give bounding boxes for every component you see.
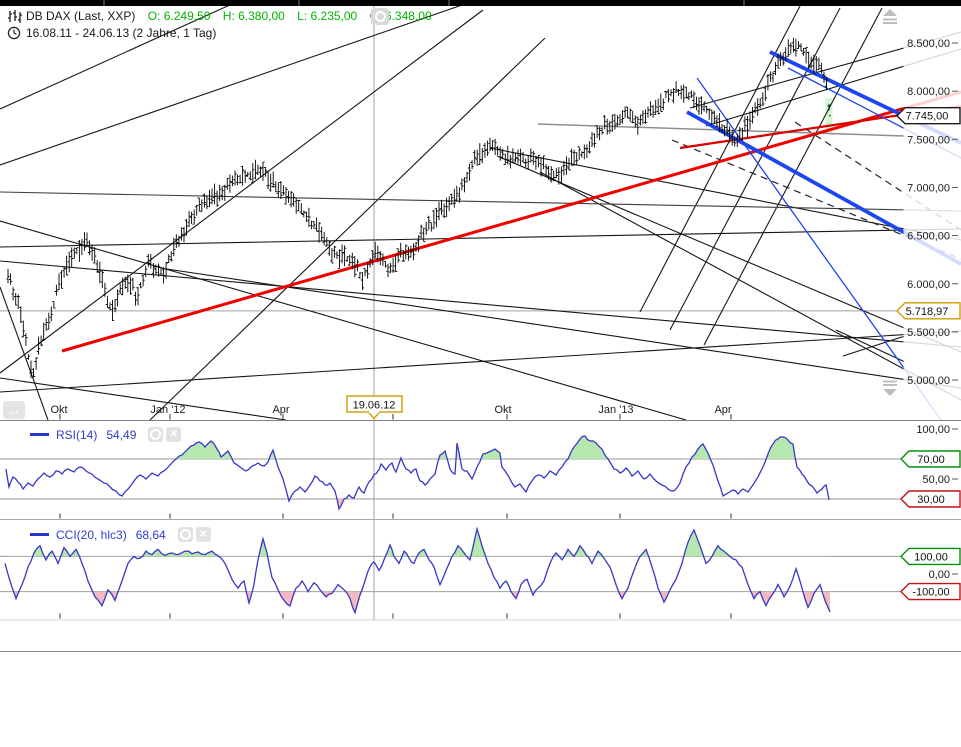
time-axis-label: Jan '13: [598, 404, 633, 416]
indicator-line: [4, 526, 831, 615]
date-marker-badge[interactable]: 19.06.12: [346, 395, 403, 420]
rsi-panel: [0, 435, 902, 511]
date-range-label: 16.08.11 - 24.06.13 (2 Jahre, 1 Tag): [26, 26, 217, 40]
ohlc-bars-series: [6, 37, 831, 379]
collapse-panel-down-button[interactable]: [883, 380, 897, 397]
price-axis-label: 7.000,00: [907, 182, 950, 194]
price-axis-label: 5.500,00: [907, 327, 950, 339]
trendline: [0, 330, 961, 393]
price-axis-label: 8.000,00: [907, 86, 950, 98]
instrument-title: DB DAX (Last, XXP): [26, 9, 136, 23]
time-axis-label: Okt: [494, 404, 511, 416]
price-axis-label: 6.000,00: [907, 279, 950, 291]
svg-text:-100,00: -100,00: [912, 587, 949, 599]
time-axis-label: Jan '12: [150, 404, 185, 416]
price-axis-overlay: [903, 6, 961, 420]
rsi-level-badge[interactable]: 70,00: [900, 450, 961, 468]
ohlc-open: O: 6.249,50: [147, 9, 211, 23]
cci-panel: [0, 526, 902, 615]
instrument-bars-icon: [7, 9, 23, 24]
circle-icon: [179, 529, 191, 540]
trendline: [0, 286, 49, 420]
rsi-line-swatch-icon: [30, 433, 49, 436]
svg-text:70,00: 70,00: [917, 454, 945, 466]
last-price-badge[interactable]: 7.745,00: [896, 107, 961, 125]
circle-icon: [150, 429, 162, 440]
trendline: [639, 6, 801, 313]
circle-icon: [374, 11, 386, 22]
svg-text:30,00: 30,00: [917, 494, 945, 506]
svg-text:19.06.12: 19.06.12: [353, 400, 396, 412]
cci-label: CCI(20, hlc3): [56, 527, 127, 542]
time-axis-label: Apr: [714, 404, 731, 416]
trendline: [0, 377, 287, 420]
trendline: [835, 329, 906, 363]
svg-text:7.745,00: 7.745,00: [906, 111, 949, 123]
rsi-value: 54,49: [106, 427, 137, 442]
cci-close-button[interactable]: ✕: [195, 527, 211, 542]
trendline: [489, 147, 961, 241]
time-axis-label: Okt: [50, 404, 67, 416]
cci-legend-row: CCI(20, hlc3) 68,64 ✕: [30, 527, 214, 542]
cci-level-badge[interactable]: 100,00: [900, 547, 961, 566]
trendline: [0, 260, 961, 348]
trendline: [0, 9, 484, 374]
trendline: [159, 267, 961, 389]
scroll-horizontal-button[interactable]: ↔: [3, 401, 25, 419]
axes: 8.500,00 8.000,00 7.500,00 7.000,00 6.500,00…: [0, 38, 961, 652]
rsi-level-badge[interactable]: 30,00: [900, 490, 961, 508]
cci-settings-button[interactable]: [177, 527, 193, 542]
cci-line-swatch-icon: [30, 533, 49, 536]
svg-text:100,00: 100,00: [914, 551, 948, 563]
toolbar-divider: [103, 0, 105, 6]
trendline: [149, 37, 546, 420]
price-axis-label: 7.500,00: [907, 134, 950, 146]
left-right-arrow-icon: ↔: [7, 402, 21, 418]
indicator-axis-label: 50,00: [922, 474, 950, 486]
clock-icon: [7, 26, 23, 41]
trendline: [0, 220, 687, 420]
rsi-legend-row: RSI(14) 54,49 ✕: [30, 427, 184, 442]
price-axis-label: 5.000,00: [907, 375, 950, 387]
close-icon: ✕: [169, 429, 179, 440]
alert-price-badge[interactable]: 5.718,97: [896, 302, 961, 320]
toolbar-divider: [743, 0, 745, 6]
main-price-panel: [0, 6, 961, 420]
ohlc-high: H: 6.380,00: [222, 9, 285, 23]
rsi-label: RSI(14): [56, 427, 98, 442]
toolbar-divider: [298, 0, 300, 6]
price-axis-label: 8.500,00: [907, 38, 950, 50]
trendline: [0, 6, 229, 110]
trendline: [842, 335, 906, 357]
collapse-panel-up-button[interactable]: [883, 9, 897, 24]
trendline: [0, 228, 961, 248]
close-icon: ✕: [199, 529, 208, 540]
svg-text:5.718,97: 5.718,97: [906, 306, 949, 318]
cci-value: 68,64: [135, 527, 166, 542]
price-axis-label: 6.500,00: [907, 231, 950, 243]
indicator-line: [5, 435, 830, 511]
trendline: [496, 155, 961, 353]
trendline: [61, 90, 961, 353]
trendline: [794, 121, 961, 231]
trendline: [0, 6, 461, 166]
ohlc-low: L: 6.235,00: [297, 9, 358, 23]
toolbar-divider: [448, 0, 450, 6]
time-axis-label: Apr: [272, 404, 289, 416]
indicator-axis-label: 100,00: [916, 424, 950, 436]
rsi-close-button[interactable]: ✕: [166, 427, 182, 442]
rsi-settings-button[interactable]: [148, 427, 164, 442]
selected-bar-highlight: [825, 98, 833, 134]
trendline: [703, 7, 883, 346]
cci-level-badge[interactable]: -100,00: [900, 582, 961, 601]
trendline: [669, 7, 841, 331]
indicator-axis-label: 0,00: [929, 569, 950, 581]
chart-settings-button[interactable]: [371, 8, 389, 25]
trendline: [539, 171, 961, 401]
trendline: [0, 191, 961, 212]
top-toolbar-strip: [0, 0, 961, 6]
